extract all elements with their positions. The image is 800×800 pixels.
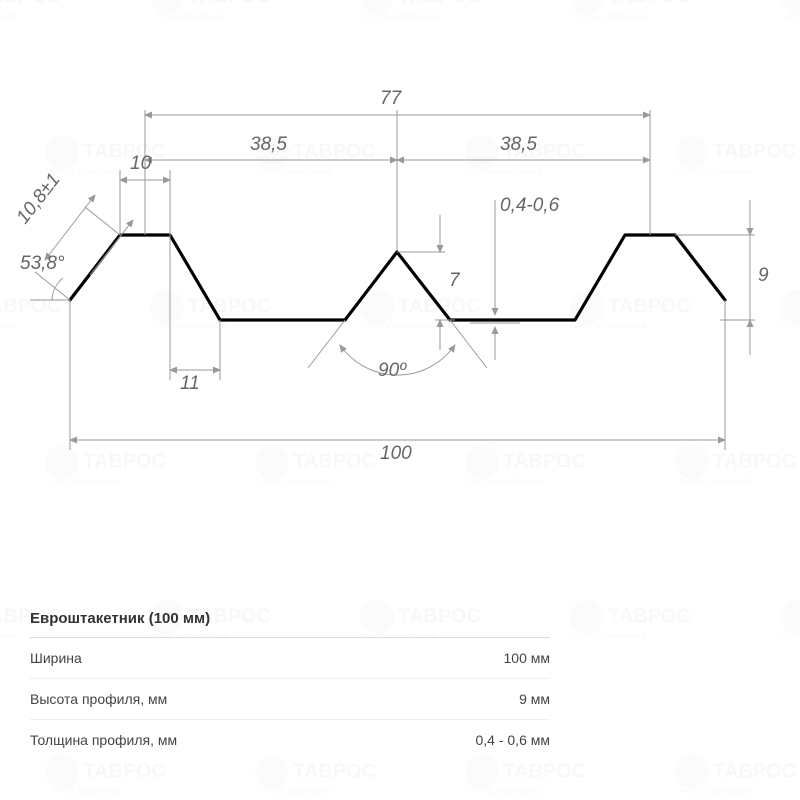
spec-value: 100 мм (504, 650, 551, 666)
spec-row: Толщина профиля, мм 0,4 - 0,6 мм (30, 720, 550, 760)
dim-top-flat: 10 (130, 153, 151, 175)
dim-half-left: 38,5 (250, 134, 287, 156)
watermark: ТАВРОСГРУППА КОМПАНИЙ (255, 755, 376, 796)
dim-half-right: 38,5 (500, 134, 537, 156)
spec-value: 9 мм (519, 691, 550, 707)
spec-label: Ширина (30, 650, 82, 666)
spec-value: 0,4 - 0,6 мм (475, 732, 550, 748)
watermark: ТАВРОСГРУППА КОМПАНИЙ (465, 755, 586, 796)
dim-right-height: 9 (758, 265, 769, 287)
spec-row: Высота профиля, мм 9 мм (30, 679, 550, 720)
dim-bottom-slope: 11 (180, 373, 200, 395)
dim-center-height: 7 (449, 270, 460, 292)
spec-label: Высота профиля, мм (30, 691, 167, 707)
profile-svg (0, 0, 800, 560)
dim-thickness: 0,4-0,6 (500, 195, 559, 217)
watermark: ТАВРОСГРУППА КОМПАНИЙ (780, 600, 800, 641)
watermark: ТАВРОСГРУППА КОМПАНИЙ (675, 755, 796, 796)
dim-center-angle: 90º (378, 360, 406, 382)
technical-diagram: 77 38,5 38,5 10 10,8±1 53,8° 11 90º 7 0,… (0, 0, 800, 560)
spec-title: Евроштакетник (100 мм) (30, 600, 550, 638)
dim-top-span: 77 (380, 88, 401, 110)
dim-total-width: 100 (380, 443, 412, 465)
spec-label: Толщина профиля, мм (30, 732, 177, 748)
spec-table: Евроштакетник (100 мм) Ширина 100 мм Высот… (30, 600, 550, 760)
watermark: ТАВРОСГРУППА КОМПАНИЙ (570, 600, 691, 641)
watermark: ТАВРОСГРУППА КОМПАНИЙ (45, 755, 166, 796)
spec-row: Ширина 100 мм (30, 638, 550, 679)
dim-edge-angle: 53,8° (20, 253, 65, 275)
